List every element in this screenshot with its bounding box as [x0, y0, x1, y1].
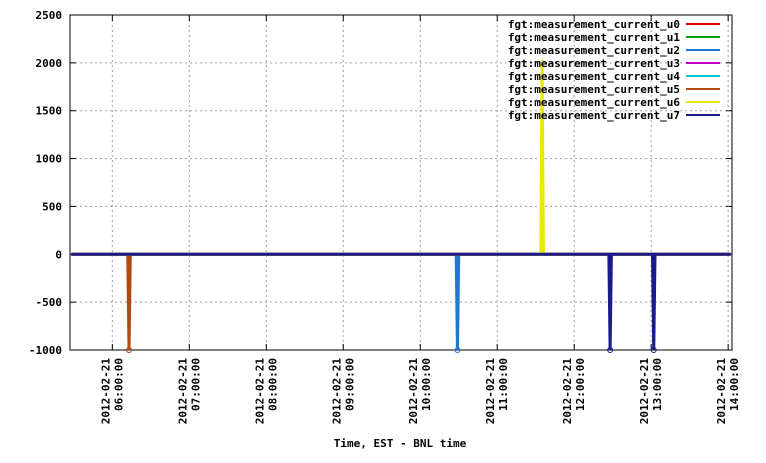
point [650, 347, 657, 353]
series-line [71, 252, 731, 351]
x-tick-label: 2012-02-2108:00:00 [253, 358, 279, 425]
legend-label: fgt:measurement_current_u1 [508, 31, 681, 44]
x-tick-label: 2012-02-2110:00:00 [407, 358, 433, 425]
plot-frame [69, 14, 733, 351]
x-tick-label: 2012-02-2107:00:00 [176, 358, 202, 425]
point [454, 347, 461, 353]
legend-label: fgt:measurement_current_u4 [508, 70, 681, 83]
legend-label: fgt:measurement_current_u6 [508, 96, 681, 109]
y-tick-label: 2500 [36, 9, 63, 22]
point [126, 347, 133, 353]
x-tick-label: 2012-02-2106:00:00 [99, 358, 125, 425]
x-tick-label: 2012-02-2114:00:00 [715, 358, 741, 425]
y-tick-label: -500 [36, 296, 63, 309]
y-tick-label: 2000 [36, 57, 63, 70]
point [539, 59, 546, 66]
y-tick-label: -1000 [29, 344, 62, 357]
x-tick-label: 2012-02-2112:00:00 [561, 358, 587, 425]
x-tick-label: 2012-02-2109:00:00 [330, 358, 356, 425]
y-tick-label: 1000 [36, 153, 63, 166]
y-tick-label: 1500 [36, 105, 63, 118]
legend-label: fgt:measurement_current_u0 [508, 18, 680, 31]
x-tick-label: 2012-02-2113:00:00 [638, 358, 664, 425]
legend-label: fgt:measurement_current_u5 [508, 83, 680, 96]
x-tick-label: 2012-02-2111:00:00 [484, 358, 510, 425]
point [607, 347, 614, 353]
legend-label: fgt:measurement_current_u7 [508, 109, 680, 122]
legend-label: fgt:measurement_current_u3 [508, 57, 680, 70]
y-tick-label: 500 [42, 200, 62, 213]
x-axis-label: Time, EST - BNL time [334, 437, 467, 450]
legend-label: fgt:measurement_current_u2 [508, 44, 680, 57]
y-tick-label: 0 [55, 248, 62, 261]
